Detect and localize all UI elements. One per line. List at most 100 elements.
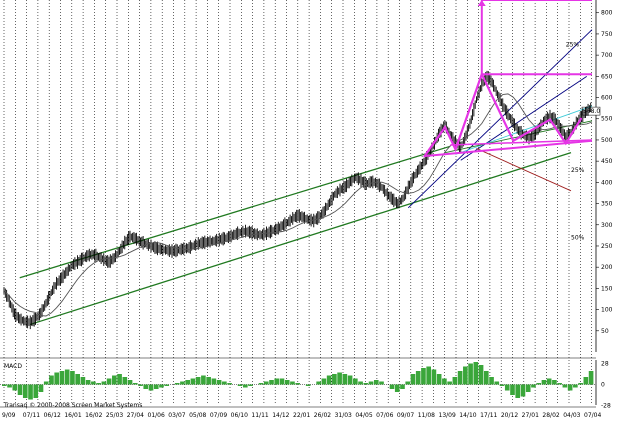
pattern-overlays (423, 0, 593, 158)
price-tick-label: 650 (601, 73, 613, 80)
macd-bar (263, 381, 269, 385)
fan-line-dark-2 (407, 29, 593, 209)
macd-bar (463, 366, 468, 385)
macd-bar (400, 384, 405, 389)
macd-bar (567, 384, 573, 391)
price-tick-label: 200 (601, 264, 613, 271)
macd-bar (17, 384, 23, 395)
macd-bar (64, 369, 70, 385)
macd-bar (159, 384, 164, 388)
fan-annotation: 50% (571, 235, 585, 242)
macd-bar (112, 375, 117, 385)
date-tick-label: 27/04 (127, 412, 144, 419)
date-tick-label: 17/11 (480, 412, 497, 419)
macd-bar (174, 383, 180, 385)
macd-bar (520, 384, 526, 397)
macd-bar (421, 368, 426, 385)
macd-bar (33, 384, 39, 398)
macd-bar (242, 384, 248, 388)
date-tick-label: 14/12 (272, 412, 289, 419)
macd-bar (54, 372, 60, 385)
macd-bar (305, 384, 311, 386)
macd-bar (185, 380, 191, 385)
price-tick-label: 800 (601, 10, 613, 17)
date-tick-label: 14/10 (459, 412, 476, 419)
macd-bar (216, 380, 222, 385)
macd-bar (180, 381, 185, 385)
target-arrow-head (477, 0, 486, 6)
macd-bar (91, 381, 96, 385)
macd-tick-label: -28 (601, 403, 611, 410)
macd-bar (2, 384, 7, 386)
date-tick-label: 07/06 (376, 412, 393, 419)
macd-bar (85, 380, 91, 385)
macd-bar (478, 365, 484, 385)
fan-line-light (455, 105, 593, 155)
macd-bar (59, 371, 65, 385)
macd-tick-label: 0 (601, 382, 605, 389)
date-axis: 9/09 07/11 06/12 16/01 16/02 25/03 27/04 01/06 0… (0, 406, 601, 419)
macd-bar (248, 384, 253, 386)
macd-bar (552, 380, 557, 385)
macd-bar (426, 366, 431, 385)
macd-bar (332, 374, 337, 385)
macd-bar (295, 383, 301, 385)
macd-bar (7, 384, 12, 388)
fan-annotation: 25% (571, 167, 585, 174)
macd-panel: 28 0 -28 (0, 357, 611, 410)
macd-bar (70, 371, 75, 385)
neckline (423, 139, 593, 158)
macd-bar (227, 383, 232, 385)
macd-bar (379, 381, 384, 385)
macd-bar (452, 377, 458, 385)
copyright-text: Transaq © 2000-2008 Screen Market System… (3, 402, 142, 409)
macd-bar (410, 374, 416, 385)
macd-bar (394, 384, 400, 392)
macd-bar (515, 384, 521, 398)
macd-bar (222, 381, 227, 385)
price-tick-label: 300 (601, 222, 613, 229)
macd-bar (274, 378, 280, 385)
macd-bar (358, 381, 363, 385)
macd-bar (504, 384, 510, 391)
macd-bar (12, 384, 18, 391)
macd-bar (38, 384, 44, 392)
macd-bar (138, 384, 143, 386)
macd-bar (562, 384, 568, 388)
date-tick-label: 31/03 (335, 412, 352, 419)
macd-bar (190, 378, 196, 385)
macd-bar (132, 383, 138, 385)
price-tick-label: 550 (601, 116, 613, 123)
date-tick-label: 09/07 (397, 412, 414, 419)
price-tick-label: 600 (601, 95, 613, 102)
macd-bar (473, 362, 479, 385)
date-tick-label: 04/05 (355, 412, 372, 419)
date-tick-label: 11/11 (251, 412, 268, 419)
fan-line-red (476, 148, 572, 192)
price-tick-label: 500 (601, 137, 613, 144)
macd-bar (531, 384, 536, 388)
macd-bar (510, 384, 515, 395)
macd-bar (148, 384, 154, 391)
macd-bar (22, 384, 28, 398)
macd-bar (326, 375, 332, 385)
macd-bar (28, 384, 33, 400)
macd-bar (164, 384, 170, 386)
macd-bar (588, 371, 594, 385)
macd-bar (546, 378, 552, 385)
macd-bar (363, 383, 369, 385)
date-tick-label: 22/01 (293, 412, 310, 419)
macd-bar (337, 372, 342, 385)
macd-bar (206, 377, 211, 385)
date-tick-label: 06/12 (44, 412, 61, 419)
price-tick-label: 250 (601, 243, 613, 250)
macd-bar (117, 374, 122, 385)
macd-bar (525, 384, 531, 392)
fan-annotation: 25% (566, 42, 580, 49)
macd-tick-label: 28 (601, 361, 609, 368)
macd-bar (483, 371, 489, 385)
date-tick-label: 01/06 (148, 412, 165, 419)
macd-bar (368, 381, 374, 385)
macd-bar (321, 378, 327, 385)
